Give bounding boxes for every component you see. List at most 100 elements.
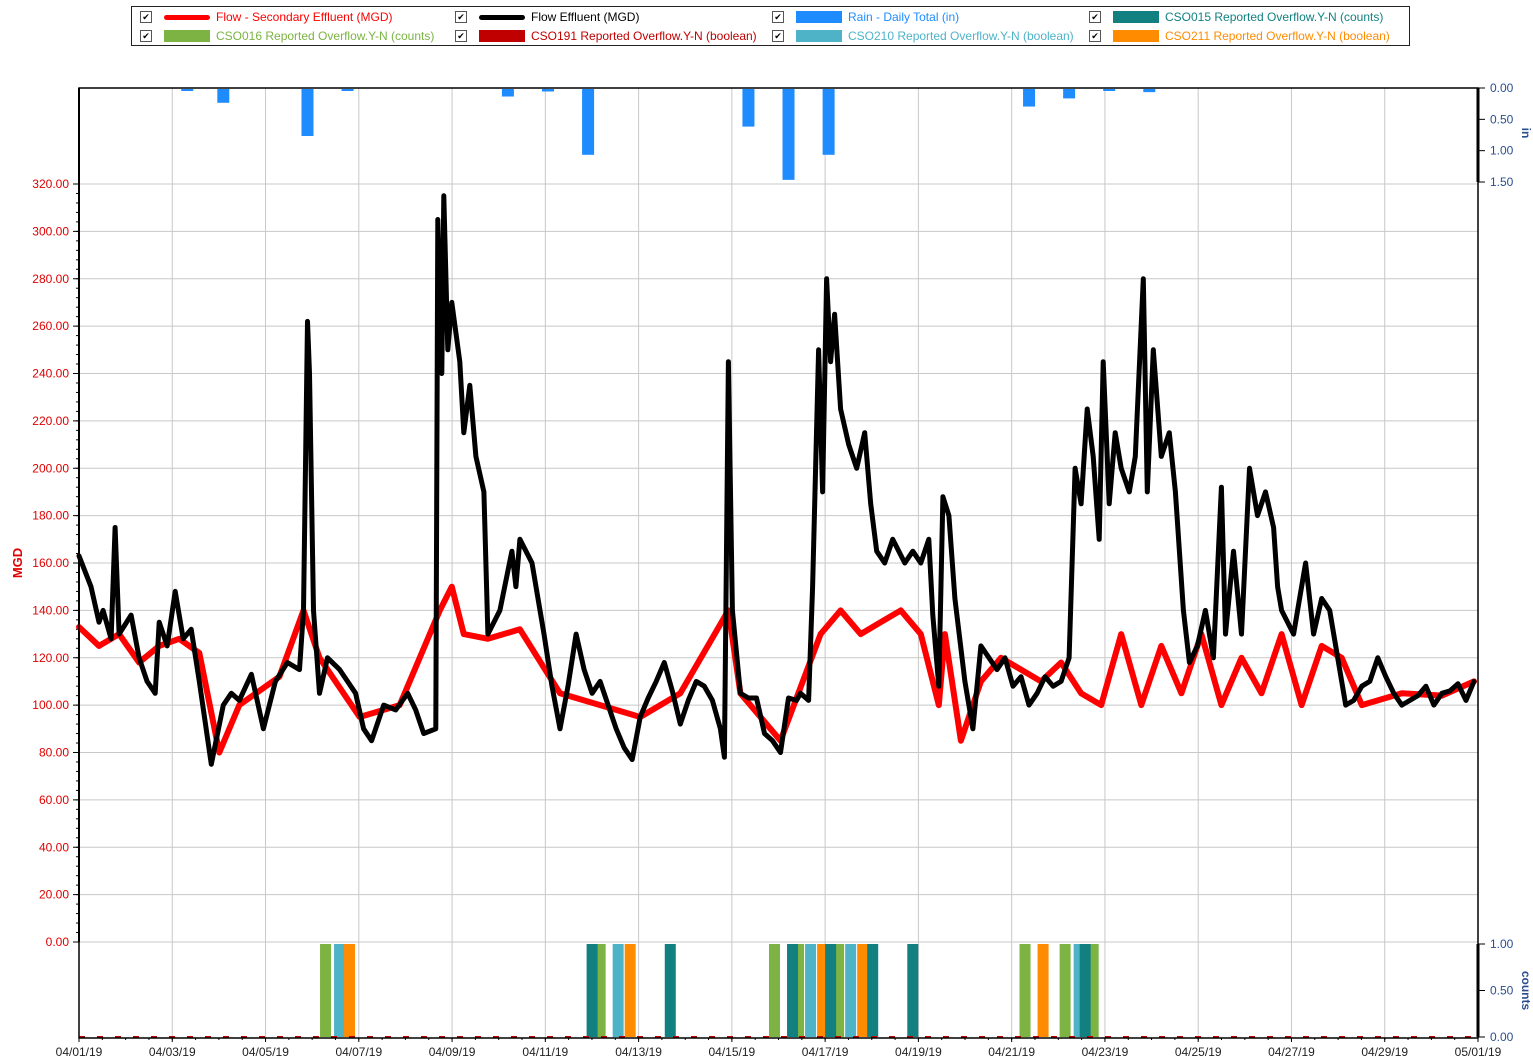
rain-bar — [501, 89, 514, 97]
rain-tick-label: 0.50 — [1490, 112, 1514, 126]
overflow-bar — [817, 944, 829, 1037]
legend-label: CSO191 Reported Overflow.Y-N (boolean) — [531, 29, 757, 43]
legend-checkbox[interactable]: ✔ — [1089, 30, 1101, 42]
overflow-bar — [805, 944, 817, 1037]
y-tick-label: 240.00 — [32, 367, 69, 381]
legend-label: CSO210 Reported Overflow.Y-N (boolean) — [848, 29, 1074, 43]
overflow-bar — [624, 944, 636, 1037]
x-tick-label: 04/27/19 — [1268, 1045, 1315, 1059]
overflow-bar — [793, 944, 805, 1037]
flow-effluent-line — [76, 193, 1477, 767]
counts-tick-label: 1.00 — [1490, 937, 1514, 951]
y-axis-title: MGD — [10, 548, 25, 578]
legend-label: CSO015 Reported Overflow.Y-N (counts) — [1165, 10, 1384, 24]
legend-item[interactable]: ✔ CSO016 Reported Overflow.Y-N (counts) — [140, 28, 434, 44]
y-tick-label: 300.00 — [32, 224, 69, 238]
x-tick-label: 04/15/19 — [709, 1045, 756, 1059]
legend-label: CSO016 Reported Overflow.Y-N (counts) — [216, 29, 435, 43]
y-tick-label: 200.00 — [32, 461, 69, 475]
legend-checkbox[interactable]: ✔ — [455, 30, 467, 42]
legend-label: Flow Effluent (MGD) — [531, 10, 640, 24]
legend-checkbox[interactable]: ✔ — [140, 30, 152, 42]
rain-bar — [1063, 89, 1076, 99]
legend-item[interactable]: ✔ CSO211 Reported Overflow.Y-N (boolean) — [1089, 28, 1390, 44]
y-tick-label: 160.00 — [32, 556, 69, 570]
overflow-bar — [1073, 944, 1085, 1037]
legend-swatch — [479, 30, 525, 42]
rain-bar — [217, 89, 230, 103]
rain-tick-label: 1.00 — [1490, 144, 1514, 158]
x-tick-label: 04/05/19 — [242, 1045, 289, 1059]
y-tick-label: 180.00 — [32, 509, 69, 523]
overflow-bar — [833, 944, 845, 1037]
x-tick-label: 04/03/19 — [149, 1045, 196, 1059]
y-tick-label: 320.00 — [32, 177, 69, 191]
rain-tick-label: 0.00 — [1490, 81, 1514, 95]
x-tick-label: 04/21/19 — [988, 1045, 1035, 1059]
legend-item[interactable]: ✔ Flow - Secondary Effluent (MGD) — [140, 9, 393, 25]
overflow-bar — [1037, 944, 1049, 1037]
x-tick-label: 04/29/19 — [1361, 1045, 1408, 1059]
legend-checkbox[interactable]: ✔ — [772, 30, 784, 42]
legend-item[interactable]: ✔ CSO210 Reported Overflow.Y-N (boolean) — [772, 28, 1074, 44]
legend-checkbox[interactable]: ✔ — [1089, 11, 1101, 23]
legend-item[interactable]: ✔ CSO191 Reported Overflow.Y-N (boolean) — [455, 28, 757, 44]
overflow-bar — [320, 944, 332, 1037]
overflow-bar — [867, 944, 879, 1037]
legend-item[interactable]: ✔ Flow Effluent (MGD) — [455, 9, 639, 25]
x-tick-label: 04/13/19 — [615, 1045, 662, 1059]
overflow-bar — [1019, 944, 1031, 1037]
overflow-bar — [586, 944, 598, 1037]
x-tick-label: 04/01/19 — [56, 1045, 103, 1059]
rain-bar — [582, 89, 595, 155]
rain-bar — [181, 89, 194, 91]
legend-checkbox[interactable]: ✔ — [455, 11, 467, 23]
rain-tick-label: 1.50 — [1490, 175, 1514, 189]
rain-bar — [742, 89, 755, 127]
overflow-bar — [825, 944, 837, 1037]
x-tick-label: 04/09/19 — [429, 1045, 476, 1059]
legend-swatch — [1113, 30, 1159, 42]
counts-tick-label: 0.50 — [1490, 984, 1514, 998]
overflow-bar — [1059, 944, 1071, 1037]
legend-item[interactable]: ✔ CSO015 Reported Overflow.Y-N (counts) — [1089, 9, 1383, 25]
legend-swatch — [164, 14, 210, 20]
chart-legend: ✔ Flow - Secondary Effluent (MGD) ✔ Flow Ef… — [131, 6, 1410, 46]
y-tick-label: 220.00 — [32, 414, 69, 428]
counts-tick-label: 0.00 — [1490, 1030, 1514, 1044]
legend-item[interactable]: ✔ Rain - Daily Total (in) — [772, 9, 959, 25]
rain-axis-title: in — [1519, 128, 1533, 139]
y-tick-label: 0.00 — [46, 935, 70, 949]
rain-bar — [782, 89, 795, 180]
overflow-bar — [845, 944, 857, 1037]
y-tick-label: 140.00 — [32, 603, 69, 617]
legend-label: CSO211 Reported Overflow.Y-N (boolean) — [1165, 29, 1390, 43]
overflow-bar — [664, 944, 676, 1037]
overflow-bar — [1087, 944, 1099, 1037]
rain-bar — [542, 89, 555, 92]
counts-axis-title: counts — [1519, 971, 1533, 1011]
y-tick-label: 280.00 — [32, 272, 69, 286]
legend-label: Flow - Secondary Effluent (MGD) — [216, 10, 393, 24]
rain-bar — [1103, 89, 1116, 91]
y-tick-label: 60.00 — [39, 793, 69, 807]
overflow-bar — [787, 944, 799, 1037]
overflow-bar — [334, 944, 346, 1037]
y-tick-label: 40.00 — [39, 840, 69, 854]
x-tick-label: 04/07/19 — [335, 1045, 382, 1059]
overflow-bar — [612, 944, 624, 1037]
legend-swatch — [164, 30, 210, 42]
overflow-bar — [907, 944, 919, 1037]
rain-bar — [301, 89, 314, 136]
x-tick-label: 05/01/19 — [1455, 1045, 1502, 1059]
plot-border — [78, 87, 1479, 1039]
x-tick-label: 04/11/19 — [522, 1045, 568, 1059]
secondary-effluent-line — [76, 583, 1477, 756]
legend-swatch — [1113, 11, 1159, 23]
rain-bar — [822, 89, 835, 155]
x-tick-label: 04/25/19 — [1175, 1045, 1222, 1059]
rain-bar — [1023, 89, 1036, 107]
legend-checkbox[interactable]: ✔ — [140, 11, 152, 23]
legend-checkbox[interactable]: ✔ — [772, 11, 784, 23]
